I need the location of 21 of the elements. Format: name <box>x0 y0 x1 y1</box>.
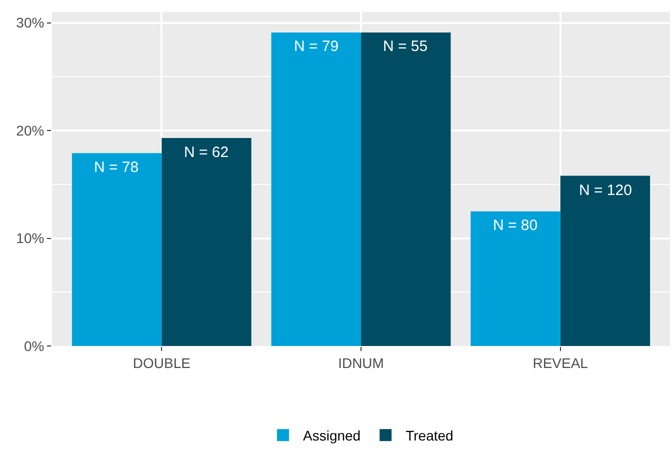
annotation: N = 120 <box>579 182 632 199</box>
bar <box>72 153 162 346</box>
annotation: N = 79 <box>294 38 339 55</box>
annotation: N = 55 <box>383 38 428 55</box>
x-tick-label: REVEAL <box>532 354 588 371</box>
bar <box>361 32 451 346</box>
y-tick-label: 30% <box>16 14 44 31</box>
annotation: N = 62 <box>184 144 229 161</box>
legend-label: Assigned <box>303 428 361 444</box>
y-tick-label: 0% <box>24 338 44 354</box>
bar <box>560 176 650 346</box>
bar <box>162 138 252 346</box>
bar <box>271 32 361 346</box>
legend-label: Treated <box>406 428 454 444</box>
annotation: N = 78 <box>94 159 139 176</box>
y-tick-label: 20% <box>16 122 44 138</box>
x-tick-label: DOUBLE <box>132 354 190 371</box>
bar <box>470 211 560 346</box>
y-tick-label: 10% <box>16 230 44 246</box>
annotation: N = 80 <box>493 217 538 234</box>
x-tick-label: IDNUM <box>338 354 384 371</box>
